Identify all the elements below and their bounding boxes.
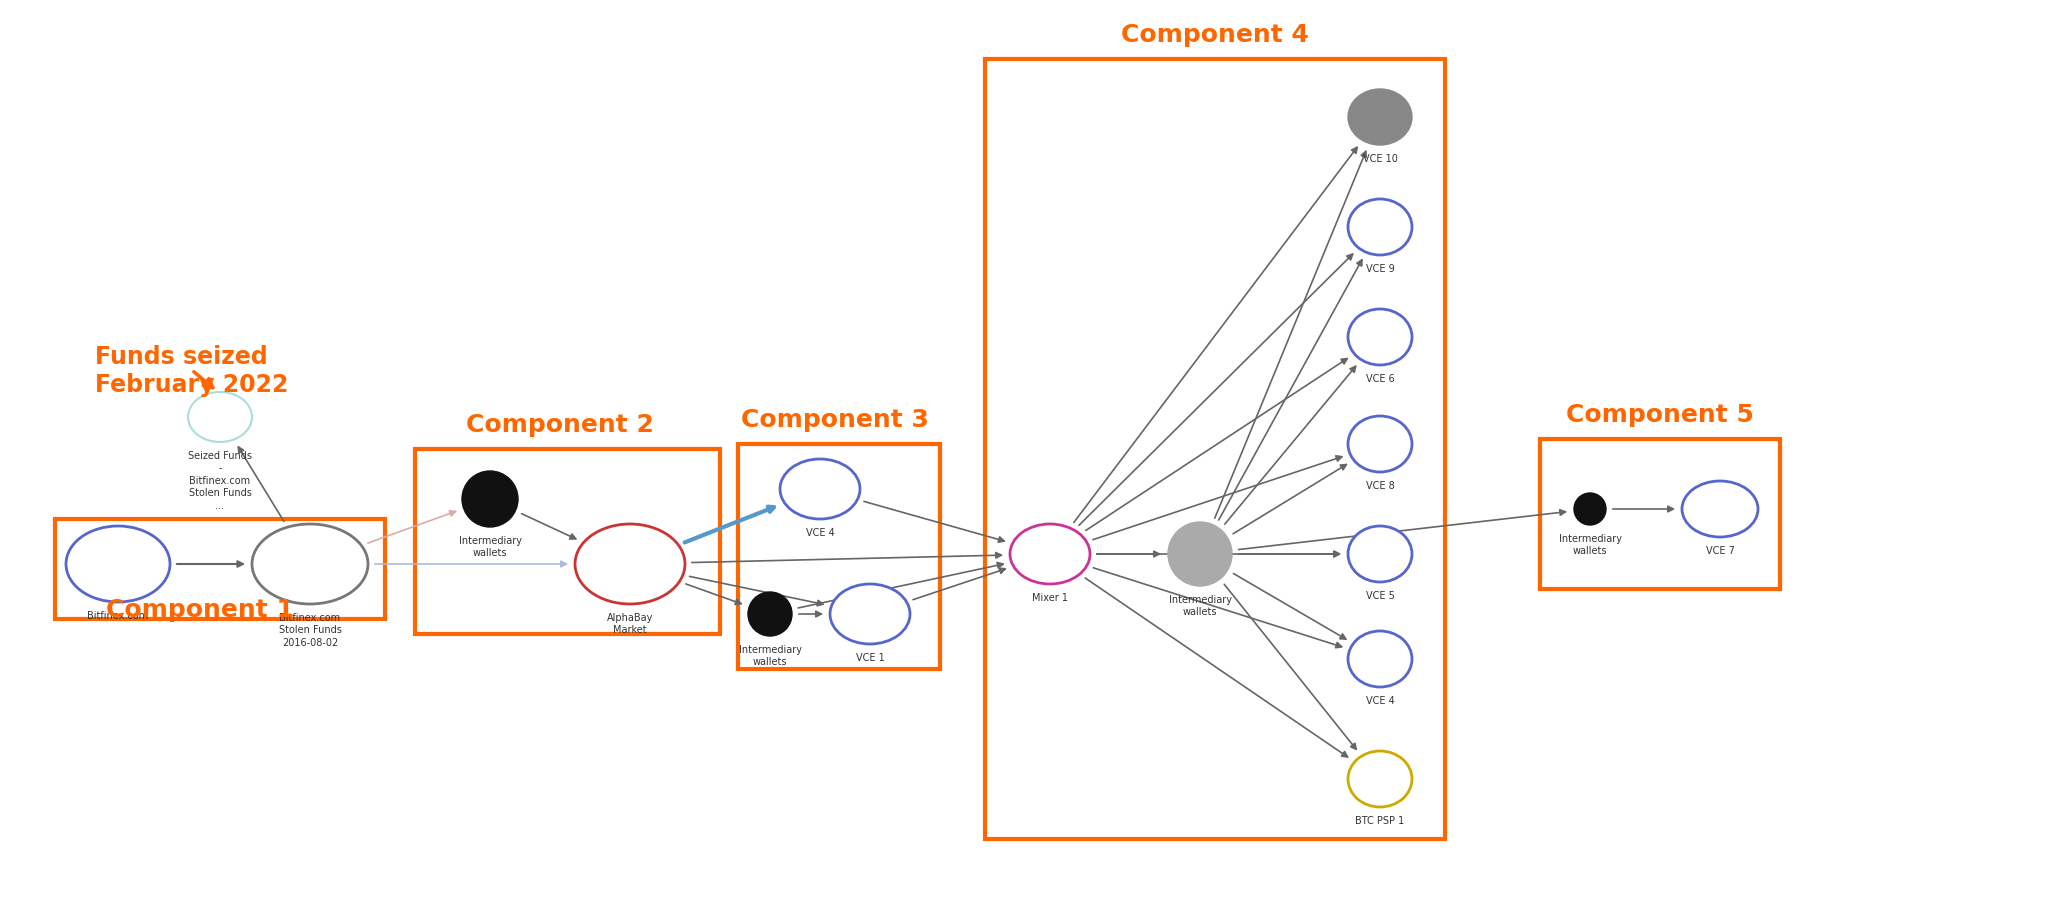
Text: BTC PSP 1: BTC PSP 1 — [1356, 815, 1405, 825]
Text: AlphaBay
Market: AlphaBay Market — [606, 612, 653, 635]
Bar — [416, 449, 721, 634]
Text: Component 4: Component 4 — [1120, 23, 1309, 47]
Text: VCE 9: VCE 9 — [1366, 264, 1395, 274]
Ellipse shape — [829, 584, 909, 644]
Ellipse shape — [1348, 310, 1411, 366]
Ellipse shape — [252, 525, 369, 605]
Ellipse shape — [1348, 199, 1411, 255]
Bar — [55, 519, 385, 619]
Text: VCE 7: VCE 7 — [1706, 545, 1735, 555]
Text: Component 3: Component 3 — [741, 407, 930, 432]
Text: Funds seized
February 2022: Funds seized February 2022 — [94, 345, 289, 396]
Text: VCE 5: VCE 5 — [1366, 590, 1395, 600]
Text: Intermediary
wallets: Intermediary wallets — [1169, 595, 1231, 617]
Ellipse shape — [1348, 527, 1411, 583]
Bar — [737, 445, 940, 669]
Text: Bitfinex.com: Bitfinex.com — [88, 610, 150, 620]
Circle shape — [463, 471, 518, 528]
Text: Intermediary
wallets: Intermediary wallets — [739, 644, 801, 666]
Text: VCE 1: VCE 1 — [856, 652, 885, 663]
Text: Component 1: Component 1 — [106, 597, 295, 621]
Circle shape — [1575, 494, 1606, 526]
Text: VCE 8: VCE 8 — [1366, 481, 1395, 491]
Ellipse shape — [188, 392, 252, 443]
Circle shape — [1167, 522, 1233, 586]
Text: Component 2: Component 2 — [467, 413, 653, 437]
Ellipse shape — [1348, 751, 1411, 807]
Bar — [1540, 439, 1780, 589]
Circle shape — [748, 593, 793, 636]
Text: VCE 4: VCE 4 — [805, 528, 834, 538]
Text: Component 5: Component 5 — [1567, 403, 1753, 426]
Text: Intermediary
wallets: Intermediary wallets — [459, 536, 522, 558]
Ellipse shape — [1010, 525, 1090, 584]
Ellipse shape — [575, 525, 684, 605]
Text: VCE 4: VCE 4 — [1366, 696, 1395, 705]
Ellipse shape — [66, 527, 170, 602]
Text: VCE 6: VCE 6 — [1366, 374, 1395, 383]
Text: Bitfinex.com
Stolen Funds
2016-08-02: Bitfinex.com Stolen Funds 2016-08-02 — [279, 612, 342, 647]
Text: Intermediary
wallets: Intermediary wallets — [1559, 533, 1622, 556]
Ellipse shape — [780, 460, 860, 519]
Ellipse shape — [1348, 90, 1411, 146]
Ellipse shape — [1348, 631, 1411, 687]
Ellipse shape — [1348, 416, 1411, 472]
Ellipse shape — [1681, 482, 1757, 538]
Bar — [985, 60, 1446, 839]
Text: Mixer 1: Mixer 1 — [1032, 593, 1067, 602]
Text: VCE 10: VCE 10 — [1362, 153, 1397, 164]
Text: Seized Funds
-
Bitfinex.com
Stolen Funds
...: Seized Funds - Bitfinex.com Stolen Funds… — [188, 450, 252, 510]
